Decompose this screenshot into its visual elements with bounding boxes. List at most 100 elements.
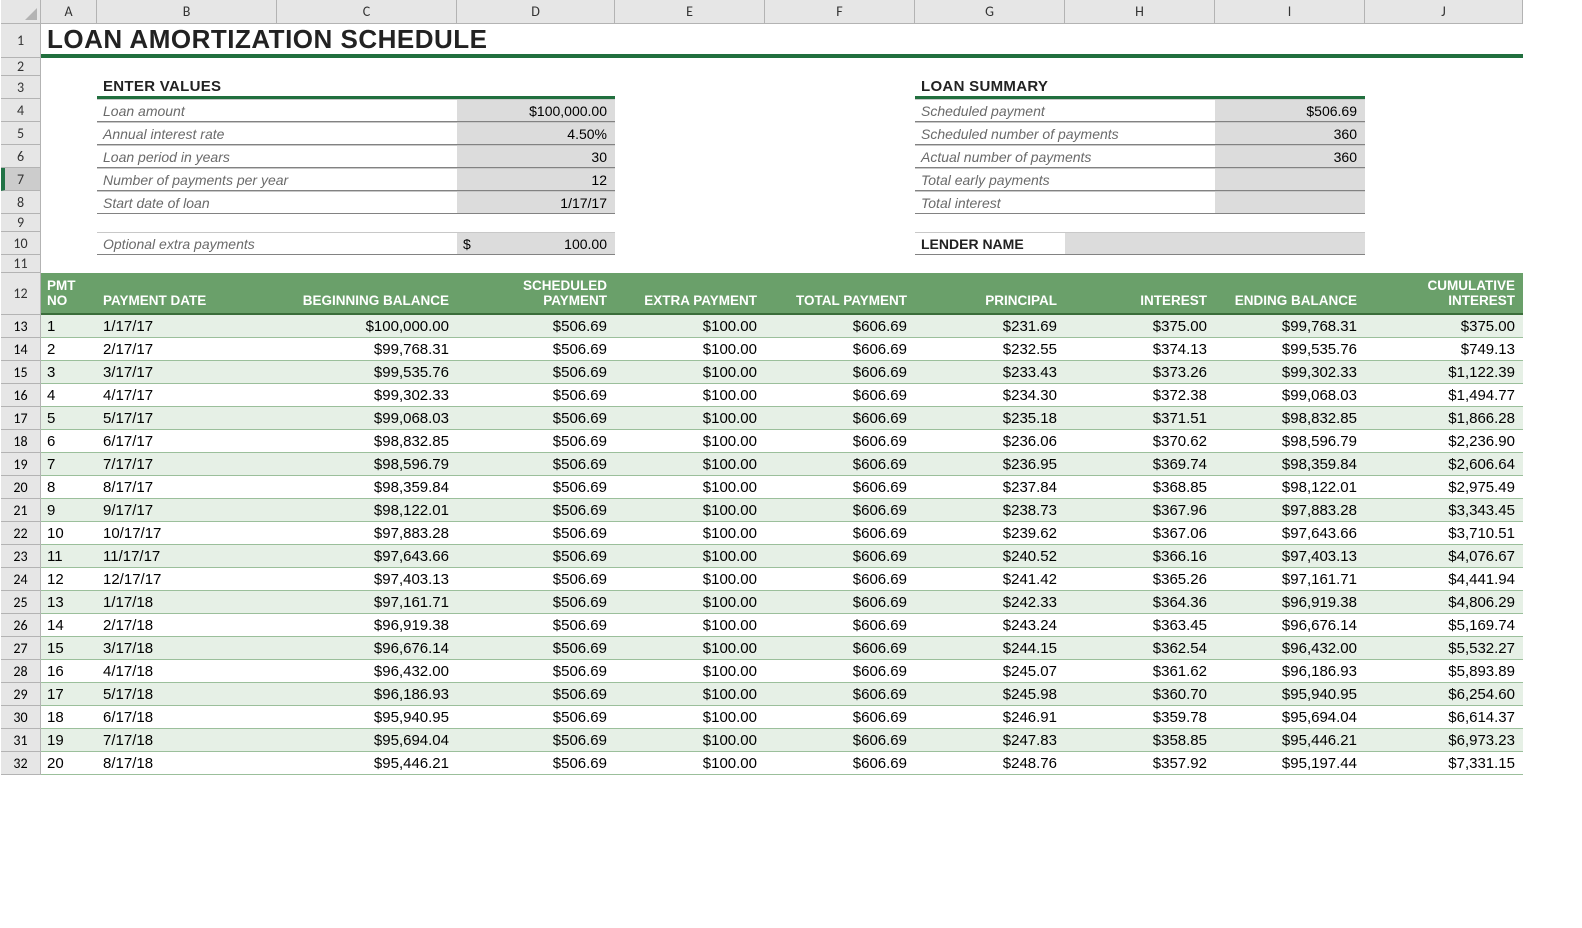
amz-cell-r15-no[interactable]: 3 [41,361,97,384]
row-header-9[interactable]: 9 [1,214,41,232]
amz-cell-r26-cum[interactable]: $5,169.74 [1365,614,1523,637]
amz-cell-r20-prin[interactable]: $237.84 [915,476,1065,499]
amz-cell-r23-total[interactable]: $606.69 [765,545,915,568]
optional-extra-value[interactable]: $100.00 [457,232,615,255]
amz-cell-r29-no[interactable]: 17 [41,683,97,706]
row-header-30[interactable]: 30 [1,706,41,729]
amz-cell-r30-prin[interactable]: $246.91 [915,706,1065,729]
cell-A4[interactable] [41,99,97,122]
row-header-15[interactable]: 15 [1,361,41,384]
row-header-11[interactable]: 11 [1,255,41,273]
column-header-H[interactable]: H [1065,0,1215,24]
enter-values-label-2[interactable]: Loan period in years [97,145,457,168]
amz-cell-r32-end[interactable]: $95,197.44 [1215,752,1365,775]
row-header-25[interactable]: 25 [1,591,41,614]
amz-cell-r16-prin[interactable]: $234.30 [915,384,1065,407]
amz-cell-r22-no[interactable]: 10 [41,522,97,545]
cell-EF10[interactable] [615,232,915,255]
title-cell[interactable]: LOAN AMORTIZATION SCHEDULE [41,24,1523,58]
row-header-21[interactable]: 21 [1,499,41,522]
cell-A6[interactable] [41,145,97,168]
enter-values-value-2[interactable]: 30 [457,145,615,168]
amz-cell-r23-prin[interactable]: $240.52 [915,545,1065,568]
amz-cell-r19-total[interactable]: $606.69 [765,453,915,476]
row-header-8[interactable]: 8 [1,191,41,214]
amz-cell-r14-total[interactable]: $606.69 [765,338,915,361]
amz-cell-r26-beg[interactable]: $96,919.38 [277,614,457,637]
amz-cell-r20-end[interactable]: $98,122.01 [1215,476,1365,499]
amz-cell-r25-sched[interactable]: $506.69 [457,591,615,614]
amz-cell-r18-no[interactable]: 6 [41,430,97,453]
lender-name-label[interactable]: LENDER NAME [915,232,1065,255]
amz-cell-r14-sched[interactable]: $506.69 [457,338,615,361]
amz-cell-r18-date[interactable]: 6/17/17 [97,430,277,453]
amz-cell-r18-cum[interactable]: $2,236.90 [1365,430,1523,453]
blank-row-11[interactable] [41,255,1523,273]
amz-cell-r27-total[interactable]: $606.69 [765,637,915,660]
amz-cell-r21-total[interactable]: $606.69 [765,499,915,522]
amz-cell-r21-end[interactable]: $97,883.28 [1215,499,1365,522]
loan-summary-value-2[interactable]: 360 [1215,145,1365,168]
amz-cell-r22-total[interactable]: $606.69 [765,522,915,545]
cell-EF5[interactable] [615,122,915,145]
amz-cell-r23-int[interactable]: $366.16 [1065,545,1215,568]
amz-cell-r16-sched[interactable]: $506.69 [457,384,615,407]
column-header-J[interactable]: J [1365,0,1523,24]
amz-cell-r18-total[interactable]: $606.69 [765,430,915,453]
amz-cell-r17-beg[interactable]: $99,068.03 [277,407,457,430]
amz-cell-r18-int[interactable]: $370.62 [1065,430,1215,453]
column-header-F[interactable]: F [765,0,915,24]
amz-cell-r28-int[interactable]: $361.62 [1065,660,1215,683]
amz-cell-r14-no[interactable]: 2 [41,338,97,361]
amz-cell-r16-no[interactable]: 4 [41,384,97,407]
amz-cell-r26-date[interactable]: 2/17/18 [97,614,277,637]
amz-cell-r27-end[interactable]: $96,432.00 [1215,637,1365,660]
amz-cell-r31-sched[interactable]: $506.69 [457,729,615,752]
amz-cell-r16-int[interactable]: $372.38 [1065,384,1215,407]
enter-values-value-3[interactable]: 12 [457,168,615,191]
amz-cell-r18-prin[interactable]: $236.06 [915,430,1065,453]
amz-cell-r20-cum[interactable]: $2,975.49 [1365,476,1523,499]
amz-cell-r19-int[interactable]: $369.74 [1065,453,1215,476]
amz-cell-r25-date[interactable]: 1/17/18 [97,591,277,614]
row-header-28[interactable]: 28 [1,660,41,683]
amz-cell-r15-cum[interactable]: $1,122.39 [1365,361,1523,384]
amz-cell-r22-prin[interactable]: $239.62 [915,522,1065,545]
amz-cell-r14-end[interactable]: $99,535.76 [1215,338,1365,361]
amz-cell-r31-date[interactable]: 7/17/18 [97,729,277,752]
row-header-27[interactable]: 27 [1,637,41,660]
amz-cell-r24-extra[interactable]: $100.00 [615,568,765,591]
amz-cell-r14-date[interactable]: 2/17/17 [97,338,277,361]
amz-cell-r24-date[interactable]: 12/17/17 [97,568,277,591]
amz-cell-r20-date[interactable]: 8/17/17 [97,476,277,499]
loan-summary-label-3[interactable]: Total early payments [915,168,1215,191]
amz-cell-r18-end[interactable]: $98,596.79 [1215,430,1365,453]
amz-cell-r17-prin[interactable]: $235.18 [915,407,1065,430]
amz-cell-r24-no[interactable]: 12 [41,568,97,591]
row-header-3[interactable]: 3 [1,76,41,99]
amz-cell-r13-total[interactable]: $606.69 [765,315,915,338]
amz-cell-r24-prin[interactable]: $241.42 [915,568,1065,591]
row-header-22[interactable]: 22 [1,522,41,545]
blank-row-9[interactable] [41,214,1523,232]
amz-cell-r25-end[interactable]: $96,919.38 [1215,591,1365,614]
amz-cell-r26-int[interactable]: $363.45 [1065,614,1215,637]
amz-cell-r13-cum[interactable]: $375.00 [1365,315,1523,338]
amz-cell-r17-total[interactable]: $606.69 [765,407,915,430]
amz-cell-r13-no[interactable]: 1 [41,315,97,338]
amz-cell-r27-int[interactable]: $362.54 [1065,637,1215,660]
amz-cell-r21-sched[interactable]: $506.69 [457,499,615,522]
row-header-17[interactable]: 17 [1,407,41,430]
amz-cell-r13-prin[interactable]: $231.69 [915,315,1065,338]
amz-cell-r27-prin[interactable]: $244.15 [915,637,1065,660]
amz-cell-r15-sched[interactable]: $506.69 [457,361,615,384]
amz-cell-r27-no[interactable]: 15 [41,637,97,660]
row-header-5[interactable]: 5 [1,122,41,145]
amz-cell-r30-date[interactable]: 6/17/18 [97,706,277,729]
amz-cell-r28-cum[interactable]: $5,893.89 [1365,660,1523,683]
spreadsheet-grid[interactable]: ABCDEFGHIJ1LOAN AMORTIZATION SCHEDULE23E… [1,0,1582,775]
amz-cell-r16-date[interactable]: 4/17/17 [97,384,277,407]
amz-cell-r27-cum[interactable]: $5,532.27 [1365,637,1523,660]
amz-cell-r32-date[interactable]: 8/17/18 [97,752,277,775]
amz-cell-r28-sched[interactable]: $506.69 [457,660,615,683]
